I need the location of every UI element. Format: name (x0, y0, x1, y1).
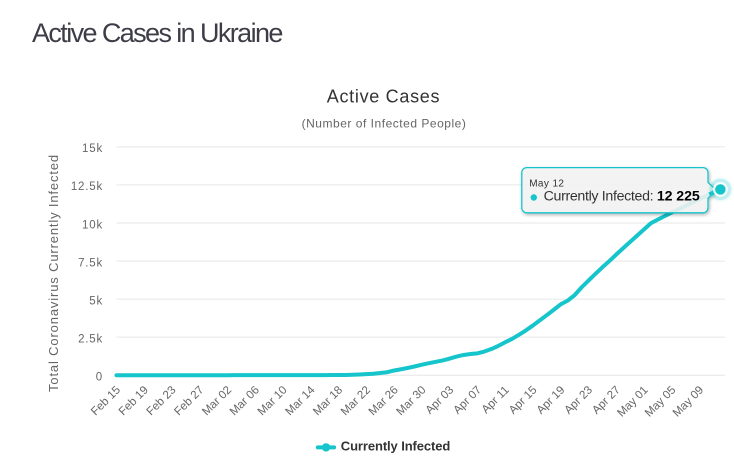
svg-text:Total Coronavirus Currently In: Total Coronavirus Currently Infected (46, 154, 61, 392)
svg-text:Apr 15: Apr 15 (506, 383, 539, 416)
svg-text:Apr 03: Apr 03 (423, 383, 456, 416)
svg-text:Apr 19: Apr 19 (534, 383, 567, 416)
svg-text:Apr 11: Apr 11 (479, 383, 512, 416)
svg-text:Mar 06: Mar 06 (227, 383, 262, 418)
svg-text:Apr 23: Apr 23 (562, 383, 595, 416)
svg-text:Mar 02: Mar 02 (200, 383, 235, 418)
svg-text:5k: 5k (89, 295, 103, 307)
svg-text:Currently Infected: 12 225: Currently Infected: 12 225 (544, 189, 700, 205)
svg-text:Feb 15: Feb 15 (88, 383, 123, 418)
svg-text:Active Cases: Active Cases (327, 87, 440, 107)
svg-text:12.5k: 12.5k (71, 181, 103, 193)
svg-text:Mar 10: Mar 10 (255, 383, 290, 418)
svg-text:Apr 07: Apr 07 (451, 383, 484, 416)
svg-text:2.5k: 2.5k (78, 333, 103, 345)
svg-text:Feb 27: Feb 27 (172, 383, 207, 418)
svg-text:Mar 30: Mar 30 (394, 383, 429, 418)
svg-text:Currently Infected: Currently Infected (341, 439, 451, 454)
svg-text:Mar 14: Mar 14 (283, 383, 318, 418)
svg-text:15k: 15k (82, 143, 103, 155)
svg-text:Feb 19: Feb 19 (116, 383, 151, 418)
svg-text:Mar 26: Mar 26 (366, 383, 401, 418)
svg-text:Feb 23: Feb 23 (144, 383, 179, 418)
svg-text:7.5k: 7.5k (78, 257, 103, 269)
svg-text:10k: 10k (82, 219, 103, 231)
svg-text:May 12: May 12 (529, 179, 564, 190)
svg-text:May 09: May 09 (670, 383, 706, 419)
svg-text:(Number of Infected People): (Number of Infected People) (302, 117, 467, 131)
svg-text:Mar 22: Mar 22 (338, 383, 373, 418)
svg-text:Mar 18: Mar 18 (311, 383, 346, 418)
svg-text:0: 0 (96, 372, 103, 384)
